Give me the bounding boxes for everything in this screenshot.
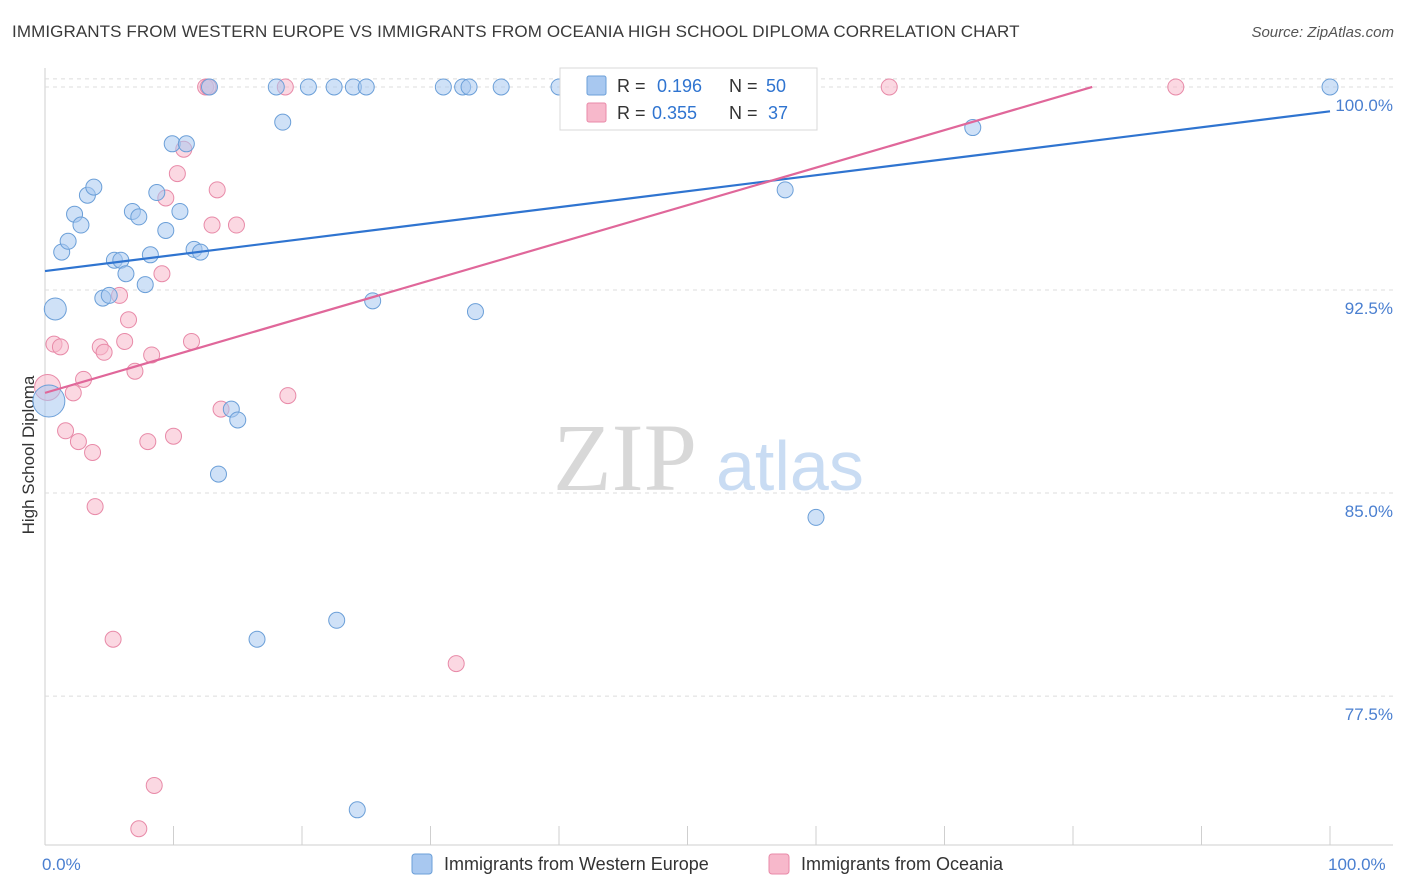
- point-oceania: [120, 311, 138, 329]
- point-western-europe: [348, 801, 366, 819]
- legend-n-value-1: 50: [766, 76, 786, 96]
- y-tick-label: 77.5%: [1345, 705, 1393, 724]
- y-tick-labels: 77.5% 85.0% 92.5% 100.0%: [1335, 96, 1393, 724]
- legend-n-label-1: N =: [729, 76, 758, 96]
- point-western-europe: [177, 135, 195, 153]
- correlation-legend: R = 0.196 N = 50 R = 0.355 N = 37: [559, 67, 818, 131]
- point-oceania: [168, 165, 186, 183]
- point-western-europe: [274, 113, 292, 131]
- point-western-europe: [357, 78, 375, 96]
- series-legend: Immigrants from Western Europe Immigrant…: [411, 853, 1004, 875]
- x-tick-label-max: 100.0%: [1328, 855, 1386, 874]
- point-western-europe: [157, 221, 175, 239]
- point-oceania: [145, 776, 163, 794]
- y-tick-label: 92.5%: [1345, 299, 1393, 318]
- point-oceania: [86, 498, 104, 516]
- point-western-europe: [776, 181, 794, 199]
- legend-r-value-1: 0.196: [657, 76, 702, 96]
- series-western-europe-points: [32, 78, 1339, 819]
- point-oceania: [130, 820, 148, 838]
- point-western-europe: [163, 135, 181, 153]
- point-western-europe: [325, 78, 343, 96]
- point-oceania: [279, 387, 297, 405]
- point-oceania: [84, 443, 102, 461]
- point-western-europe: [466, 303, 484, 321]
- point-oceania: [69, 433, 87, 451]
- point-western-europe: [209, 465, 227, 483]
- point-western-europe: [85, 178, 103, 196]
- point-oceania: [880, 78, 898, 96]
- point-oceania: [227, 216, 245, 234]
- point-oceania: [116, 332, 134, 350]
- point-western-europe: [117, 265, 135, 283]
- point-western-europe: [171, 202, 189, 220]
- y-tick-label: 100.0%: [1335, 96, 1393, 115]
- legend-swatch-blue: [586, 75, 607, 96]
- x-tick-label-min: 0.0%: [42, 855, 81, 874]
- point-western-europe: [136, 276, 154, 294]
- chart-title: IMMIGRANTS FROM WESTERN EUROPE VS IMMIGR…: [12, 22, 1020, 41]
- point-western-europe: [492, 78, 510, 96]
- watermark-atlas: atlas: [716, 427, 864, 505]
- point-oceania: [95, 343, 113, 361]
- point-western-europe: [59, 232, 77, 250]
- point-western-europe: [200, 78, 218, 96]
- gridlines: [45, 78, 1393, 697]
- bottom-legend-label-oceania: Immigrants from Oceania: [801, 854, 1004, 874]
- legend-r-label-1: R =: [617, 76, 646, 96]
- bottom-legend-swatch-blue: [411, 853, 433, 875]
- bottom-legend-label-western-europe: Immigrants from Western Europe: [444, 854, 709, 874]
- point-western-europe: [460, 78, 478, 96]
- legend-n-label-2: N =: [729, 103, 758, 123]
- point-oceania: [208, 181, 226, 199]
- trendlines: [44, 85, 1331, 394]
- point-western-europe: [148, 184, 166, 202]
- legend-n-value-2: 37: [768, 103, 788, 123]
- point-western-europe: [299, 78, 317, 96]
- x-ticks: [44, 826, 1331, 845]
- point-western-europe: [32, 384, 66, 418]
- point-oceania: [153, 265, 171, 283]
- point-western-europe: [100, 286, 118, 304]
- point-western-europe: [72, 216, 90, 234]
- point-oceania: [51, 338, 69, 356]
- point-western-europe: [229, 411, 247, 429]
- point-western-europe: [328, 611, 346, 629]
- point-western-europe: [43, 297, 67, 321]
- watermark-zip: ZIP: [553, 404, 697, 511]
- legend-r-value-2: 0.355: [652, 103, 697, 123]
- trendline-western-europe: [44, 110, 1331, 273]
- point-oceania: [104, 630, 122, 648]
- source-label: Source: ZipAtlas.com: [1251, 24, 1394, 41]
- point-oceania: [165, 427, 182, 445]
- legend-r-label-2: R =: [617, 103, 646, 123]
- point-oceania: [182, 332, 200, 350]
- point-oceania: [203, 216, 221, 234]
- legend-swatch-pink: [586, 102, 607, 123]
- point-oceania: [57, 422, 75, 440]
- point-western-europe: [1321, 78, 1339, 96]
- point-oceania: [143, 346, 161, 364]
- y-axis-label: High School Diploma: [19, 375, 38, 534]
- point-oceania: [447, 655, 465, 673]
- point-western-europe: [248, 630, 266, 648]
- point-oceania: [1167, 78, 1185, 96]
- point-western-europe: [141, 246, 159, 264]
- point-western-europe: [807, 508, 825, 526]
- point-western-europe: [267, 78, 285, 96]
- point-oceania: [139, 433, 157, 451]
- trendline-oceania: [44, 85, 1093, 394]
- bottom-legend-swatch-pink: [768, 853, 790, 875]
- point-western-europe: [130, 208, 148, 226]
- y-tick-label: 85.0%: [1345, 502, 1393, 521]
- point-western-europe: [434, 78, 452, 96]
